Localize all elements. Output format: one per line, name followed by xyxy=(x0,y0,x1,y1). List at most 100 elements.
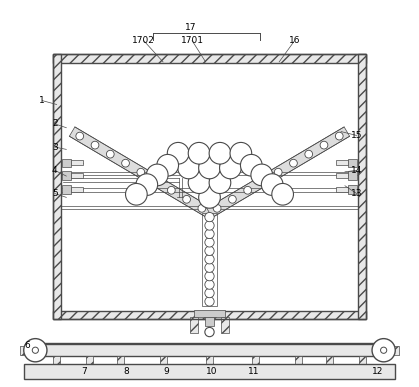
Circle shape xyxy=(137,168,145,176)
Circle shape xyxy=(205,221,214,230)
Circle shape xyxy=(157,154,178,176)
Circle shape xyxy=(126,183,147,205)
Bar xyxy=(117,356,124,364)
Bar xyxy=(326,356,333,364)
Text: 1702: 1702 xyxy=(132,36,155,45)
Bar xyxy=(202,213,217,306)
Bar xyxy=(53,54,61,319)
Text: 10: 10 xyxy=(206,367,217,376)
Text: 6: 6 xyxy=(25,341,31,350)
Circle shape xyxy=(205,238,214,247)
Circle shape xyxy=(205,327,214,337)
Circle shape xyxy=(372,339,395,362)
Text: 12: 12 xyxy=(372,367,383,376)
Circle shape xyxy=(106,150,114,158)
Circle shape xyxy=(168,187,175,194)
Circle shape xyxy=(146,164,168,186)
Text: 15: 15 xyxy=(351,131,362,140)
Circle shape xyxy=(274,168,282,176)
Circle shape xyxy=(220,157,241,179)
Text: 9: 9 xyxy=(163,367,169,376)
Circle shape xyxy=(205,288,214,298)
Circle shape xyxy=(76,132,84,140)
Text: 2: 2 xyxy=(52,119,57,128)
Circle shape xyxy=(136,174,158,195)
Bar xyxy=(160,356,166,364)
Bar xyxy=(71,160,83,166)
Bar xyxy=(20,346,26,355)
Text: 3: 3 xyxy=(52,142,57,152)
Circle shape xyxy=(199,157,220,179)
Circle shape xyxy=(205,229,214,239)
Bar xyxy=(190,317,198,333)
Bar xyxy=(295,356,302,364)
Bar xyxy=(53,311,366,319)
Circle shape xyxy=(24,339,47,362)
Circle shape xyxy=(213,204,221,212)
Circle shape xyxy=(199,187,220,208)
Circle shape xyxy=(188,172,210,194)
Bar xyxy=(62,171,71,180)
Bar xyxy=(53,54,366,319)
Circle shape xyxy=(272,183,293,205)
Bar xyxy=(53,54,366,63)
Bar xyxy=(253,356,259,364)
Circle shape xyxy=(335,132,343,140)
Polygon shape xyxy=(70,127,212,217)
Bar xyxy=(348,171,357,180)
Circle shape xyxy=(259,177,267,185)
Text: 7: 7 xyxy=(81,367,87,376)
Bar xyxy=(62,185,71,194)
Circle shape xyxy=(290,159,297,167)
Text: 1: 1 xyxy=(39,96,45,105)
Circle shape xyxy=(228,195,236,203)
Text: 13: 13 xyxy=(351,189,362,198)
Bar xyxy=(204,317,215,326)
Text: 11: 11 xyxy=(248,367,260,376)
Circle shape xyxy=(209,142,231,164)
Circle shape xyxy=(198,204,206,212)
Bar xyxy=(221,317,229,333)
Text: 17: 17 xyxy=(185,22,197,32)
Circle shape xyxy=(205,255,214,264)
Circle shape xyxy=(205,212,214,222)
Circle shape xyxy=(230,142,252,164)
Circle shape xyxy=(209,172,231,194)
Text: 5: 5 xyxy=(52,189,57,198)
Text: 4: 4 xyxy=(52,166,57,175)
Circle shape xyxy=(188,142,210,164)
Circle shape xyxy=(305,150,313,158)
Circle shape xyxy=(91,141,99,149)
Text: 8: 8 xyxy=(124,367,129,376)
Text: 16: 16 xyxy=(289,36,300,45)
Circle shape xyxy=(320,141,328,149)
Bar xyxy=(53,356,60,364)
Text: 1701: 1701 xyxy=(181,36,204,45)
Bar xyxy=(348,185,357,194)
Bar xyxy=(336,173,348,178)
Bar xyxy=(393,346,399,355)
Bar xyxy=(35,344,384,356)
Circle shape xyxy=(251,164,273,186)
Bar xyxy=(61,63,358,311)
Bar xyxy=(71,173,83,178)
Circle shape xyxy=(380,347,387,353)
Circle shape xyxy=(167,142,189,164)
Bar xyxy=(336,187,348,192)
Bar xyxy=(336,160,348,166)
Circle shape xyxy=(32,347,39,353)
Circle shape xyxy=(205,246,214,255)
Circle shape xyxy=(183,195,191,203)
Circle shape xyxy=(205,272,214,281)
Polygon shape xyxy=(207,127,349,217)
Bar xyxy=(359,356,366,364)
Text: 14: 14 xyxy=(351,166,362,175)
Circle shape xyxy=(122,159,129,167)
Bar xyxy=(194,310,225,317)
Circle shape xyxy=(244,187,251,194)
Circle shape xyxy=(261,174,283,195)
Circle shape xyxy=(205,297,214,306)
Bar xyxy=(348,159,357,167)
Bar xyxy=(71,187,83,192)
Bar xyxy=(206,356,213,364)
